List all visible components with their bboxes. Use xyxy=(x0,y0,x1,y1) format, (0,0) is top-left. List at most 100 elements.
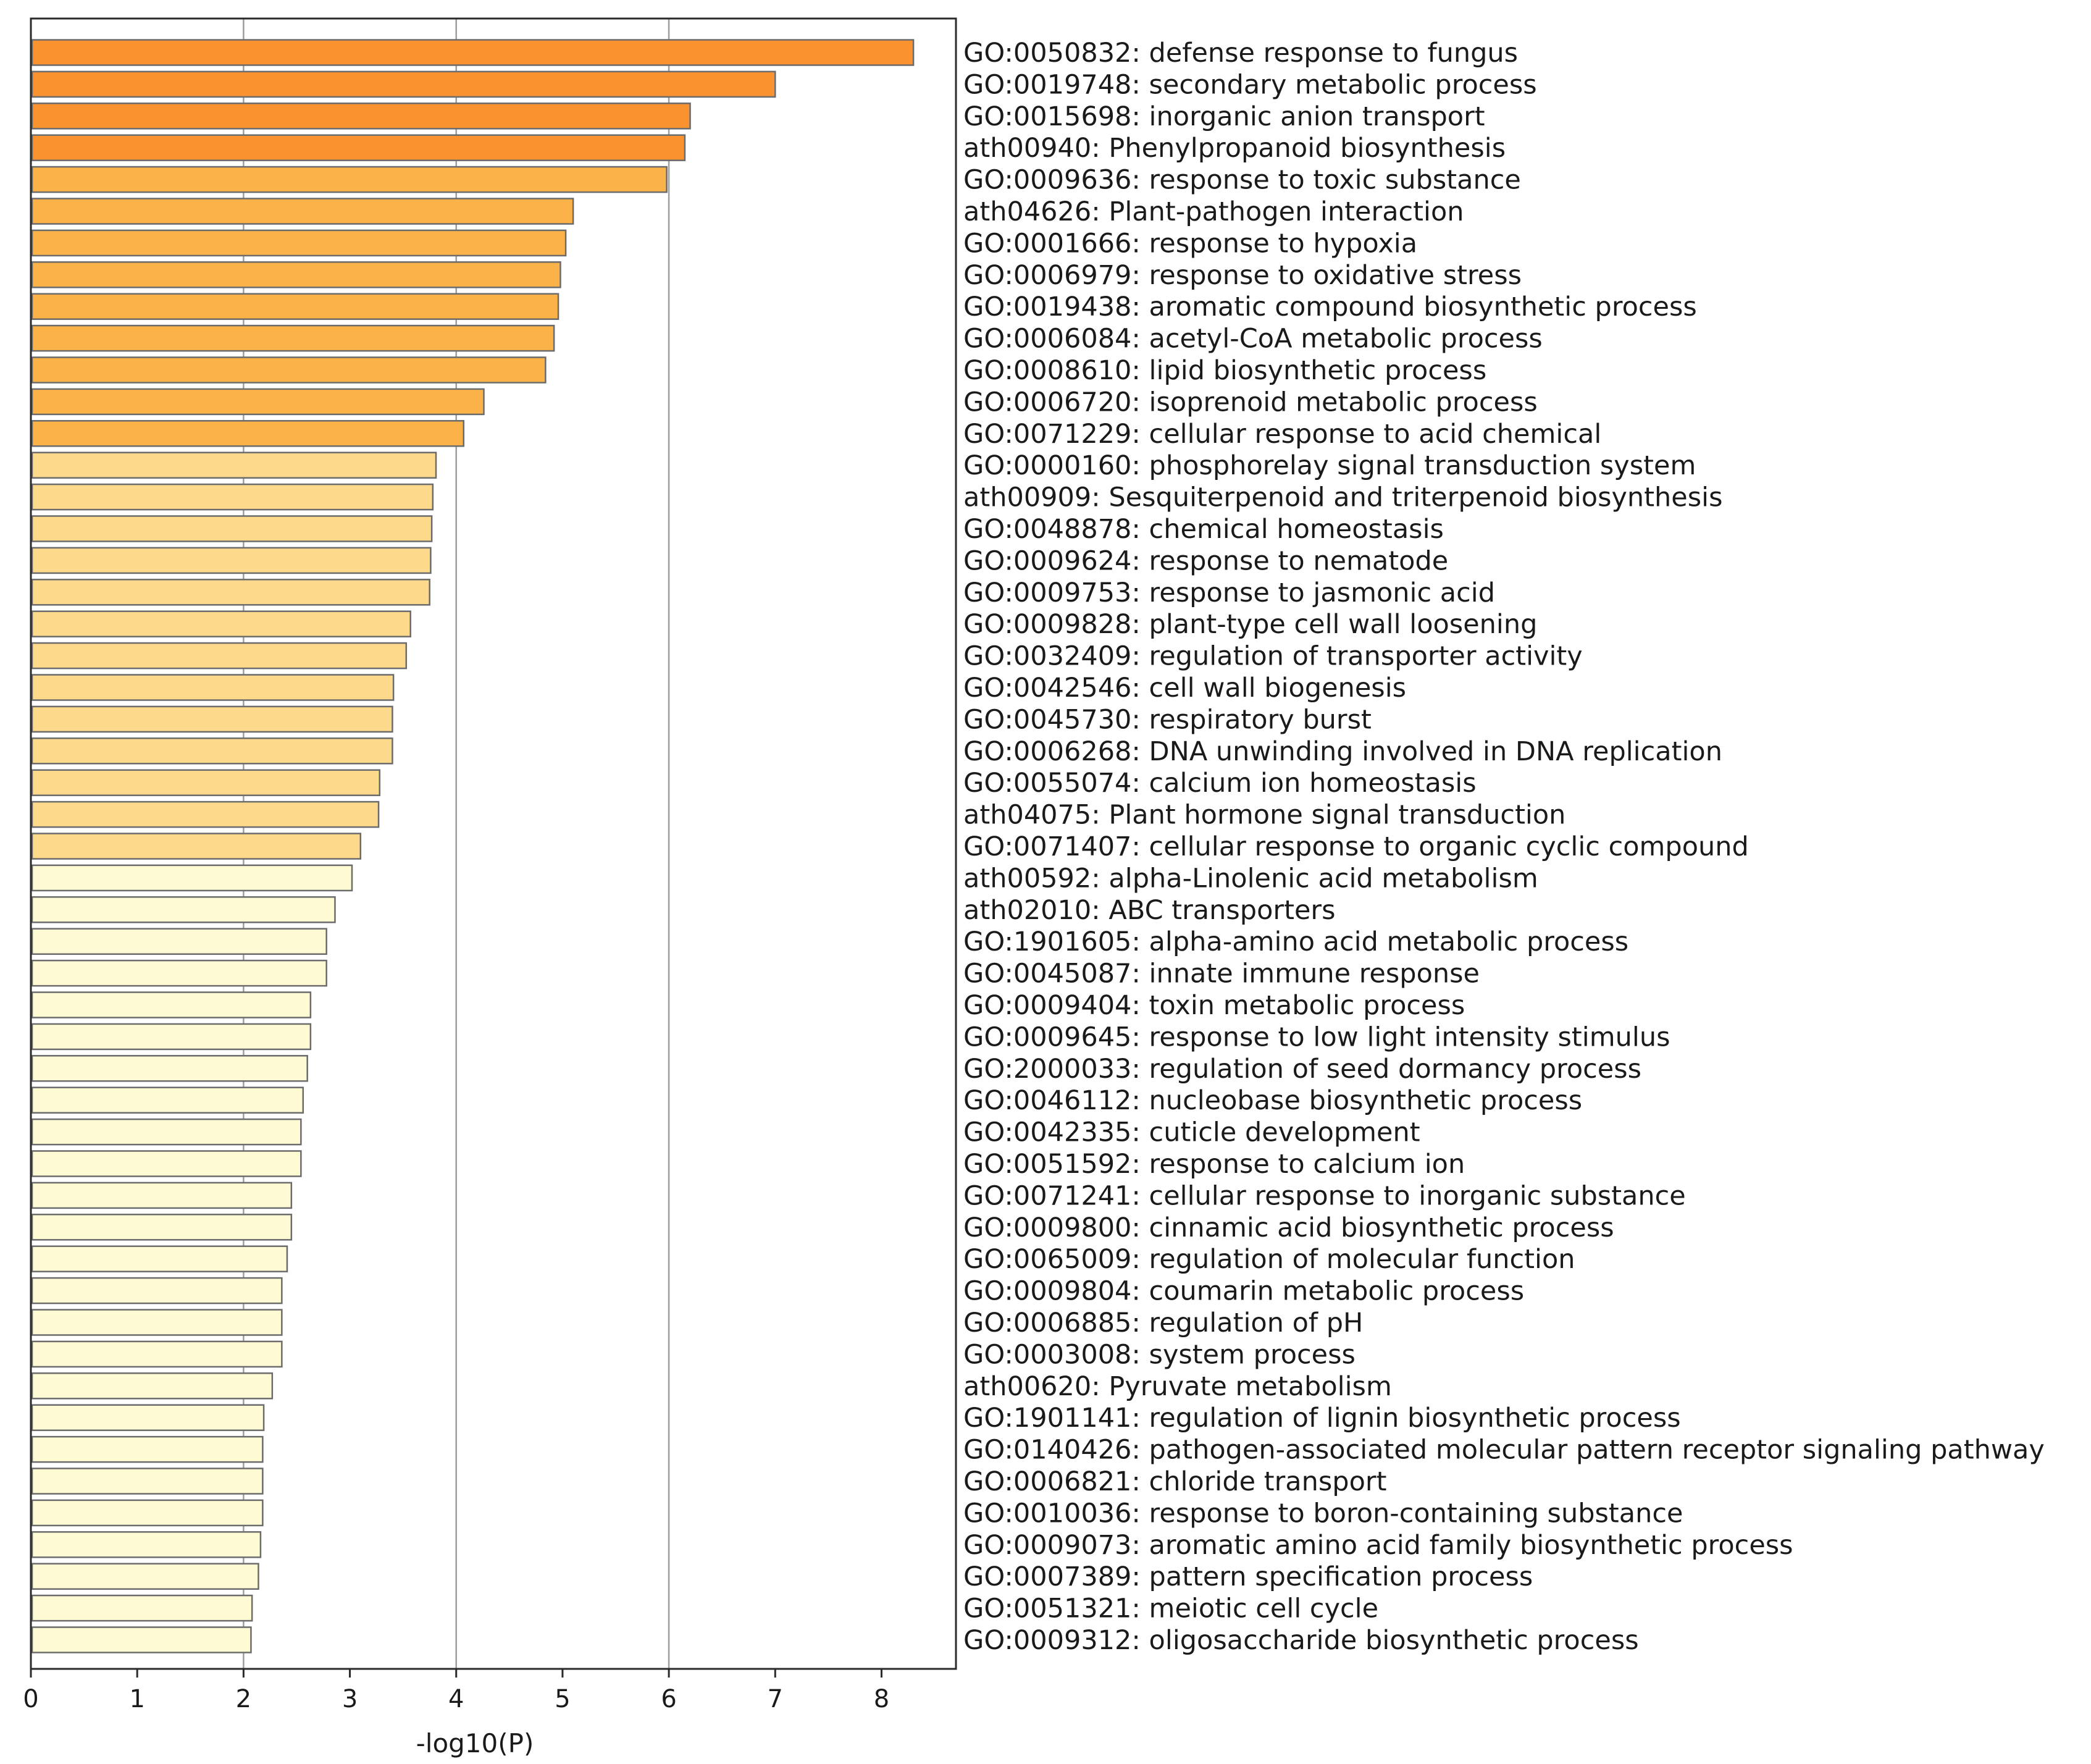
bar xyxy=(31,579,430,606)
category-label: ath00909: Sesquiterpenoid and triterpeno… xyxy=(963,482,1723,513)
bar xyxy=(31,1118,302,1146)
bar xyxy=(31,134,686,161)
bar xyxy=(31,293,559,320)
category-label: GO:0071407: cellular response to organic… xyxy=(963,831,1749,862)
bar xyxy=(31,800,380,828)
x-tick-label: 8 xyxy=(874,1685,889,1713)
bar xyxy=(31,356,547,384)
bar xyxy=(31,1309,283,1336)
category-label: GO:0010036: response to boron-containing… xyxy=(963,1498,1683,1529)
bar xyxy=(31,388,485,416)
x-tick-label: 2 xyxy=(236,1685,251,1713)
x-axis-title: -log10(P) xyxy=(416,1728,534,1758)
bar xyxy=(31,452,437,479)
category-label: GO:0071241: cellular response to inorgan… xyxy=(963,1180,1686,1211)
x-tick-label: 4 xyxy=(448,1685,464,1713)
bar xyxy=(31,1372,274,1400)
category-label: GO:0045087: innate immune response xyxy=(963,959,1480,989)
category-label: GO:0006885: regulation of pH xyxy=(963,1308,1363,1338)
bar xyxy=(31,1340,283,1368)
category-label: GO:0009645: response to low light intens… xyxy=(963,1022,1670,1052)
bar xyxy=(31,39,915,66)
category-label: GO:0019438: aromatic compound biosynthet… xyxy=(963,292,1697,322)
bar xyxy=(31,864,353,892)
category-label: GO:0042335: cuticle development xyxy=(963,1117,1420,1148)
category-label: GO:0071229: cellular response to acid ch… xyxy=(963,419,1601,450)
bar xyxy=(31,1182,293,1209)
bar xyxy=(31,261,561,288)
category-label: ath00940: Phenylpropanoid biosynthesis xyxy=(963,133,1506,164)
category-label: GO:1901605: alpha-amino acid metabolic p… xyxy=(963,926,1628,957)
category-label: GO:0009312: oligosaccharide biosynthetic… xyxy=(963,1625,1639,1656)
category-label: GO:0065009: regulation of molecular func… xyxy=(963,1244,1575,1275)
category-label: GO:0009804: coumarin metabolic process xyxy=(963,1276,1524,1307)
bar xyxy=(31,1626,252,1653)
category-label: GO:0000160: phosphorelay signal transduc… xyxy=(963,450,1696,481)
category-label: GO:0003008: system process xyxy=(963,1339,1356,1370)
bar xyxy=(31,1023,312,1051)
x-axis-ticks: 0 1 2 3 4 5 6 7 8 xyxy=(23,1669,889,1713)
bar xyxy=(31,103,691,130)
bar xyxy=(31,674,395,701)
bar xyxy=(31,642,408,670)
x-tick-label: 1 xyxy=(129,1685,145,1713)
bar xyxy=(31,705,393,733)
category-label: GO:0006720: isoprenoid metabolic process xyxy=(963,387,1538,418)
category-label: GO:0009800: cinnamic acid biosynthetic p… xyxy=(963,1212,1614,1243)
bar xyxy=(31,896,336,923)
bar xyxy=(31,1594,253,1622)
category-label: GO:0015698: inorganic anion transport xyxy=(963,101,1485,132)
bar xyxy=(31,166,668,193)
bar xyxy=(31,229,567,257)
category-label: GO:0006979: response to oxidative stress xyxy=(963,260,1522,291)
x-tick-label: 0 xyxy=(23,1685,38,1713)
bar xyxy=(31,1468,264,1495)
category-label: GO:0050832: defense response to fungus xyxy=(963,38,1518,69)
bar xyxy=(31,1435,264,1463)
bar xyxy=(31,324,555,352)
bar xyxy=(31,515,433,542)
bar xyxy=(31,991,312,1018)
bar xyxy=(31,1245,288,1272)
category-label: GO:0008610: lipid biosynthetic process xyxy=(963,355,1486,386)
plot-frame xyxy=(30,17,957,1670)
category-labels: GO:0050832: defense response to fungusGO… xyxy=(963,38,2045,1656)
bar xyxy=(31,547,432,574)
category-label: GO:0032409: regulation of transporter ac… xyxy=(963,641,1583,672)
bar xyxy=(31,198,574,225)
bar xyxy=(31,610,411,637)
bar xyxy=(31,483,434,511)
bar xyxy=(31,1531,262,1558)
bar xyxy=(31,1086,304,1114)
category-label: GO:0046112: nucleobase biosynthetic proc… xyxy=(963,1085,1582,1116)
bar xyxy=(31,1563,259,1590)
category-label: GO:1901141: regulation of lignin biosynt… xyxy=(963,1403,1681,1434)
category-label: ath04626: Plant-pathogen interaction xyxy=(963,196,1464,227)
bar xyxy=(31,1499,264,1527)
category-label: GO:0006084: acetyl-CoA metabolic process xyxy=(963,324,1543,355)
category-label: GO:0001666: response to hypoxia xyxy=(963,228,1417,259)
category-label: GO:0009624: response to nematode xyxy=(963,545,1448,576)
category-label: GO:0055074: calcium ion homeostasis xyxy=(963,768,1477,799)
bar xyxy=(31,928,327,955)
category-label: GO:0009073: aromatic amino acid family b… xyxy=(963,1530,1793,1561)
category-label: GO:0006268: DNA unwinding involved in DN… xyxy=(963,736,1722,767)
bar xyxy=(31,70,776,98)
bar xyxy=(31,769,381,796)
bar xyxy=(31,1214,293,1241)
category-label: GO:0019748: secondary metabolic process xyxy=(963,69,1537,100)
category-label: GO:2000033: regulation of seed dormancy … xyxy=(963,1054,1641,1085)
bar xyxy=(31,1404,265,1431)
category-label: GO:0051592: response to calcium ion xyxy=(963,1149,1465,1180)
category-label: GO:0007389: pattern specification proces… xyxy=(963,1561,1533,1592)
x-tick-label: 5 xyxy=(555,1685,570,1713)
bar xyxy=(31,833,362,860)
category-label: GO:0048878: chemical homeostasis xyxy=(963,514,1444,545)
x-tick-label: 7 xyxy=(768,1685,783,1713)
category-label: GO:0009753: response to jasmonic acid xyxy=(963,578,1495,608)
category-label: ath00620: Pyruvate metabolism xyxy=(963,1371,1392,1402)
bar xyxy=(31,1150,302,1177)
x-tick-label: 6 xyxy=(661,1685,676,1713)
category-label: GO:0009636: response to toxic substance xyxy=(963,165,1521,196)
